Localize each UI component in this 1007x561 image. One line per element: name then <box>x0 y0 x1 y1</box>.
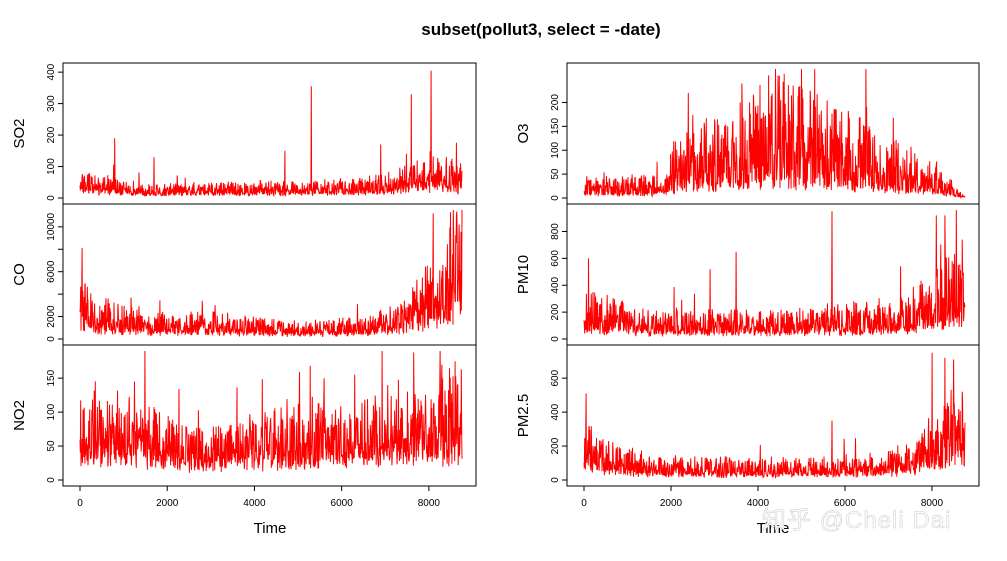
panel-frame <box>62 344 477 487</box>
y-tick-label: 0 <box>46 336 57 342</box>
y-tick-label: 200 <box>550 94 561 111</box>
x-tick-label: 6000 <box>834 498 857 509</box>
x-tick-label: 4000 <box>747 498 770 509</box>
panel-so2: 0 100 200 300 400 SO2 <box>11 62 477 205</box>
y-tick-label: 6000 <box>46 260 57 283</box>
y-tick-label: 600 <box>550 250 561 267</box>
watermark-text: 知乎 @Cheli Dai <box>762 507 951 534</box>
x-tick-label: 0 <box>581 498 587 509</box>
y-tick-label: 600 <box>550 369 561 386</box>
y-axis-label: SO2 <box>11 118 28 148</box>
series-line-pm10 <box>583 209 966 337</box>
panel-no2: 0 50 100 150 NO2 0 2000 4000 6000 8000 <box>11 344 477 509</box>
y-tick-label: 200 <box>46 126 57 143</box>
panels-group: 0100200300400SO2050100150200O30200060001… <box>11 62 980 509</box>
y-axis-label: NO2 <box>11 400 28 431</box>
x-tick-label: 0 <box>77 498 83 509</box>
y-axis-label: CO <box>11 263 28 286</box>
y-tick-label: 50 <box>550 168 561 180</box>
x-tick-label: 4000 <box>243 498 266 509</box>
x-axis-label-left: Time <box>254 520 287 537</box>
y-tick-label: 200 <box>550 303 561 320</box>
x-axis-label-right: Time <box>757 520 790 537</box>
y-axis-label: PM2.5 <box>515 394 532 437</box>
y-tick-label: 150 <box>46 369 57 386</box>
panel-pm10: 0 200 400 600 800 PM10 <box>515 203 980 346</box>
panel-co: 0 2000 6000 10000 CO <box>11 203 477 346</box>
y-tick-label: 0 <box>46 195 57 201</box>
series-line-co <box>79 209 463 337</box>
y-tick-label: 100 <box>46 403 57 420</box>
series-line-pm2-5 <box>583 352 966 479</box>
y-tick-label: 0 <box>550 477 561 483</box>
y-tick-label: 150 <box>550 118 561 135</box>
y-tick-label: 2000 <box>46 305 57 328</box>
series-line-no2 <box>79 350 463 473</box>
y-axis-label: PM10 <box>515 255 532 294</box>
y-tick-label: 400 <box>550 276 561 293</box>
y-tick-label: 100 <box>550 141 561 158</box>
series-line-so2 <box>79 70 463 198</box>
y-tick-label: 300 <box>46 95 57 112</box>
y-tick-label: 10000 <box>46 212 57 240</box>
y-tick-label: 200 <box>550 437 561 454</box>
y-tick-label: 0 <box>46 477 57 483</box>
y-tick-label: 0 <box>550 336 561 342</box>
panel-frame <box>566 344 980 487</box>
y-tick-label: 400 <box>550 403 561 420</box>
y-tick-label: 100 <box>46 158 57 175</box>
y-tick-label: 800 <box>550 223 561 240</box>
y-tick-label: 400 <box>46 63 57 80</box>
series-line-o3 <box>583 68 966 200</box>
chart-title: subset(pollut3, select = -date) <box>421 20 660 39</box>
x-tick-label: 8000 <box>921 498 944 509</box>
x-tick-label: 2000 <box>660 498 683 509</box>
panel-pm2-5: 0 200 400 600 PM2.5 0 2000 4000 6000 8000 <box>515 344 980 509</box>
y-axis-label: O3 <box>515 123 532 143</box>
x-tick-label: 2000 <box>156 498 179 509</box>
x-tick-label: 6000 <box>331 498 354 509</box>
y-tick-label: 50 <box>46 440 57 452</box>
panel-o3: 0 50 100 150 200 O3 <box>515 62 980 205</box>
y-tick-label: 0 <box>550 195 561 201</box>
x-tick-label: 8000 <box>418 498 441 509</box>
